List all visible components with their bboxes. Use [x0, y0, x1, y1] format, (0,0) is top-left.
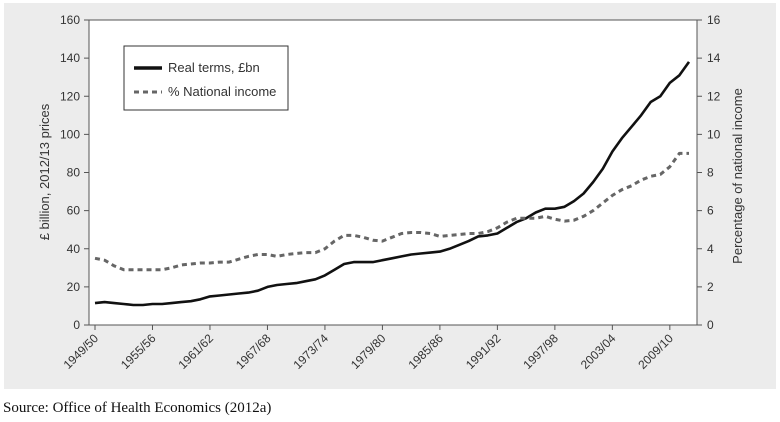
- left-tick-label: 160: [60, 13, 80, 27]
- right-tick-label: 16: [707, 13, 721, 27]
- x-tick-label: 2003/04: [578, 331, 619, 372]
- y-axis-label-right: Percentage of national income: [730, 88, 745, 264]
- left-tick-label: 0: [73, 318, 80, 332]
- chart-container: 0 20 40 60 80 100 120 140 160 0 2 4 6 8 10 12 14 16 1949…: [4, 3, 776, 389]
- series-layer: [94, 61, 691, 307]
- right-tick-label: 4: [707, 242, 714, 256]
- legend-label: % National income: [168, 84, 276, 99]
- right-axis: 0 2 4 6 8 10 12 14 16: [697, 13, 721, 332]
- series-line-percent-national-income: [94, 151, 689, 272]
- chart-svg: 0 20 40 60 80 100 120 140 160 0 2 4 6 8 10 12 14 16 1949…: [37, 13, 745, 372]
- right-tick-label: 0: [707, 318, 714, 332]
- right-tick-label: 14: [707, 51, 721, 65]
- x-tick-label: 1955/56: [118, 331, 159, 372]
- x-tick-label: 1967/68: [233, 331, 274, 372]
- x-tick-label: 1997/98: [520, 331, 561, 372]
- right-tick-label: 6: [707, 204, 714, 218]
- x-axis: 1949/50 1955/56 1961/62 1967/68 1973/74 1979/…: [61, 325, 676, 372]
- x-tick-label: 2009/10: [635, 331, 676, 372]
- series-line-real-terms: [94, 61, 691, 307]
- legend-label: Real terms, £bn: [168, 60, 260, 75]
- right-tick-label: 8: [707, 166, 714, 180]
- left-tick-label: 120: [60, 89, 80, 103]
- x-tick-label: 1949/50: [61, 331, 102, 372]
- right-tick-label: 12: [707, 89, 721, 103]
- x-tick-label: 1991/92: [463, 331, 504, 372]
- left-axis: 0 20 40 60 80 100 120 140 160: [60, 13, 89, 332]
- left-tick-label: 60: [67, 204, 81, 218]
- y-axis-label-left: £ billion, 2012/13 prices: [37, 103, 52, 240]
- left-tick-label: 40: [67, 242, 81, 256]
- left-tick-label: 140: [60, 51, 80, 65]
- legend-box: [123, 45, 289, 111]
- x-tick-label: 1985/86: [405, 331, 446, 372]
- left-tick-label: 80: [67, 166, 81, 180]
- left-tick-label: 100: [60, 127, 80, 141]
- right-tick-label: 2: [707, 280, 714, 294]
- source-note: Source: Office of Health Economics (2012…: [3, 400, 272, 416]
- chart-legend: Real terms, £bn % National income: [123, 45, 289, 111]
- x-tick-label: 1961/62: [176, 331, 217, 372]
- right-tick-label: 10: [707, 127, 721, 141]
- left-tick-label: 20: [67, 280, 81, 294]
- x-tick-label: 1979/80: [348, 331, 389, 372]
- x-tick-label: 1973/74: [290, 331, 331, 372]
